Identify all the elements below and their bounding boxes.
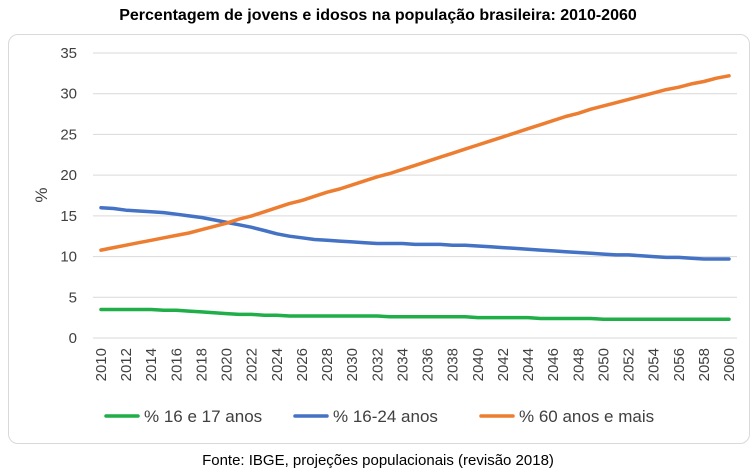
legend-item-1: % 16 e 17 anos [104,407,262,426]
x-tick-label: 2026 [294,348,311,381]
legend: % 16 e 17 anos % 16-24 anos % 60 anos e ma… [104,407,654,426]
y-tick-label: 10 [60,249,77,266]
x-tick-label: 2022 [244,348,261,381]
chart-title: Percentagem de jovens e idosos na popula… [119,7,637,24]
y-tick-labels: 0 5 10 15 20 25 30 35 [60,45,77,347]
series-line-2 [99,205,731,261]
x-tick-label: 2018 [193,348,210,381]
x-tick-label: 2044 [520,348,537,381]
x-tick-label: 2038 [445,348,462,381]
x-tick-label: 2024 [269,348,286,381]
x-tick-label: 2028 [319,348,336,381]
x-tick-label: 2020 [219,348,236,381]
x-tick-label: 2042 [495,348,512,381]
x-tick-label: 2034 [394,348,411,381]
y-tick-label: 0 [69,330,77,347]
x-tick-label: 2030 [344,348,361,381]
x-tick-label: 2058 [696,348,713,381]
x-tick-label: 2050 [595,348,612,381]
x-tick-label: 2056 [671,348,688,381]
legend-item-3: % 60 anos e mais [479,407,654,426]
legend-label: % 16 e 17 anos [144,407,262,426]
x-tick-label: 2012 [118,348,135,381]
y-tick-label: 15 [60,208,77,225]
y-tick-label: 5 [69,289,77,306]
x-tick-label: 2048 [570,348,587,381]
source-note: Fonte: IBGE, projeções populacionais (re… [202,452,554,469]
y-axis-label: % [32,187,51,202]
chart-area: 0 5 10 15 20 25 30 35 2010 2012 2014 2016 2018 2020 2… [8,34,750,444]
series-line-1 [99,307,731,322]
series-line-3 [99,74,731,252]
x-tick-label: 2052 [621,348,638,381]
y-tick-label: 30 [60,86,77,103]
legend-label: % 60 anos e mais [519,407,654,426]
series-lines [99,74,731,322]
x-tick-labels: 2010 2012 2014 2016 2018 2020 2022 2024 2026 2028… [93,348,738,381]
x-tick-label: 2032 [369,348,386,381]
y-tick-label: 20 [60,167,77,184]
x-tick-label: 2014 [143,348,160,381]
x-tick-label: 2016 [168,348,185,381]
legend-label: % 16-24 anos [333,407,438,426]
legend-item-2: % 16-24 anos [293,407,438,426]
x-tick-label: 2040 [470,348,487,381]
y-tick-label: 35 [60,45,77,62]
x-tick-label: 2060 [721,348,738,381]
x-tick-label: 2036 [420,348,437,381]
x-tick-label: 2046 [545,348,562,381]
x-tick-label: 2054 [646,348,663,381]
x-tick-label: 2010 [93,348,110,381]
y-tick-label: 25 [60,126,77,143]
